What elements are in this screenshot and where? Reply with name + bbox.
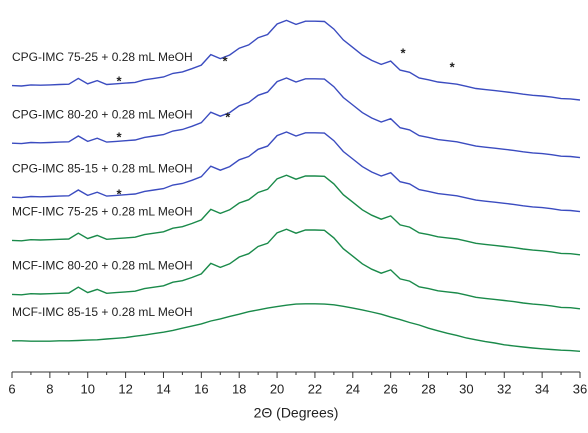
annotation: * (225, 109, 231, 124)
x-tick-label: 26 (383, 381, 397, 396)
x-tick-label: 32 (497, 381, 511, 396)
annotation: * (116, 130, 122, 145)
series-label: MCF-IMC 75-25 + 0.28 mL MeOH (12, 205, 193, 219)
trace (12, 303, 581, 352)
x-tick-label: 6 (8, 381, 15, 396)
series-label: CPG-IMC 80-20 + 0.28 mL MeOH (12, 107, 193, 121)
x-tick-label: 22 (308, 381, 322, 396)
x-tick-label: 12 (118, 381, 132, 396)
series-label: MCF-IMC 85-15 + 0.28 mL MeOH (12, 305, 193, 319)
x-tick-label: 20 (270, 381, 284, 396)
trace (11, 228, 581, 310)
trace (11, 131, 581, 213)
trace (11, 77, 581, 159)
x-axis-label: 2Θ (Degrees) (254, 405, 339, 421)
x-tick-label: 8 (46, 381, 53, 396)
annotation: * (450, 59, 456, 74)
trace (11, 19, 581, 101)
x-tick-label: 36 (573, 381, 587, 396)
x-tick-label: 14 (156, 381, 170, 396)
series-label: MCF-IMC 80-20 + 0.28 mL MeOH (12, 259, 193, 273)
annotation: * (116, 73, 122, 88)
x-tick-label: 16 (194, 381, 208, 396)
trace (11, 174, 581, 256)
annotation: * (400, 45, 406, 60)
x-tick-label: 24 (346, 381, 360, 396)
annotation: * (222, 53, 228, 68)
x-tick-label: 28 (421, 381, 435, 396)
x-tick-label: 18 (232, 381, 246, 396)
series-label: CPG-IMC 85-15 + 0.28 mL MeOH (12, 161, 193, 175)
series-label: CPG-IMC 75-25 + 0.28 mL MeOH (12, 50, 193, 64)
annotation: * (116, 186, 122, 201)
x-tick-label: 34 (535, 381, 549, 396)
x-tick-label: 30 (459, 381, 473, 396)
x-tick-label: 10 (80, 381, 94, 396)
